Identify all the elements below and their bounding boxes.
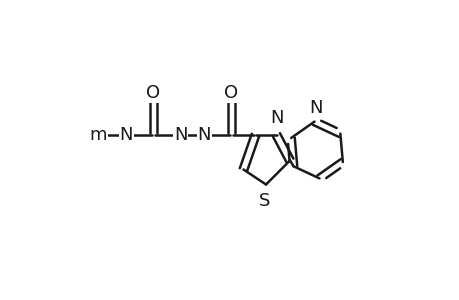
Text: N: N bbox=[269, 110, 283, 128]
Text: O: O bbox=[146, 84, 160, 102]
Text: N: N bbox=[308, 99, 322, 117]
Text: N: N bbox=[174, 126, 187, 144]
Text: N: N bbox=[119, 126, 133, 144]
Text: O: O bbox=[224, 84, 238, 102]
Text: m: m bbox=[89, 126, 106, 144]
Text: N: N bbox=[197, 126, 211, 144]
Text: S: S bbox=[258, 192, 269, 210]
